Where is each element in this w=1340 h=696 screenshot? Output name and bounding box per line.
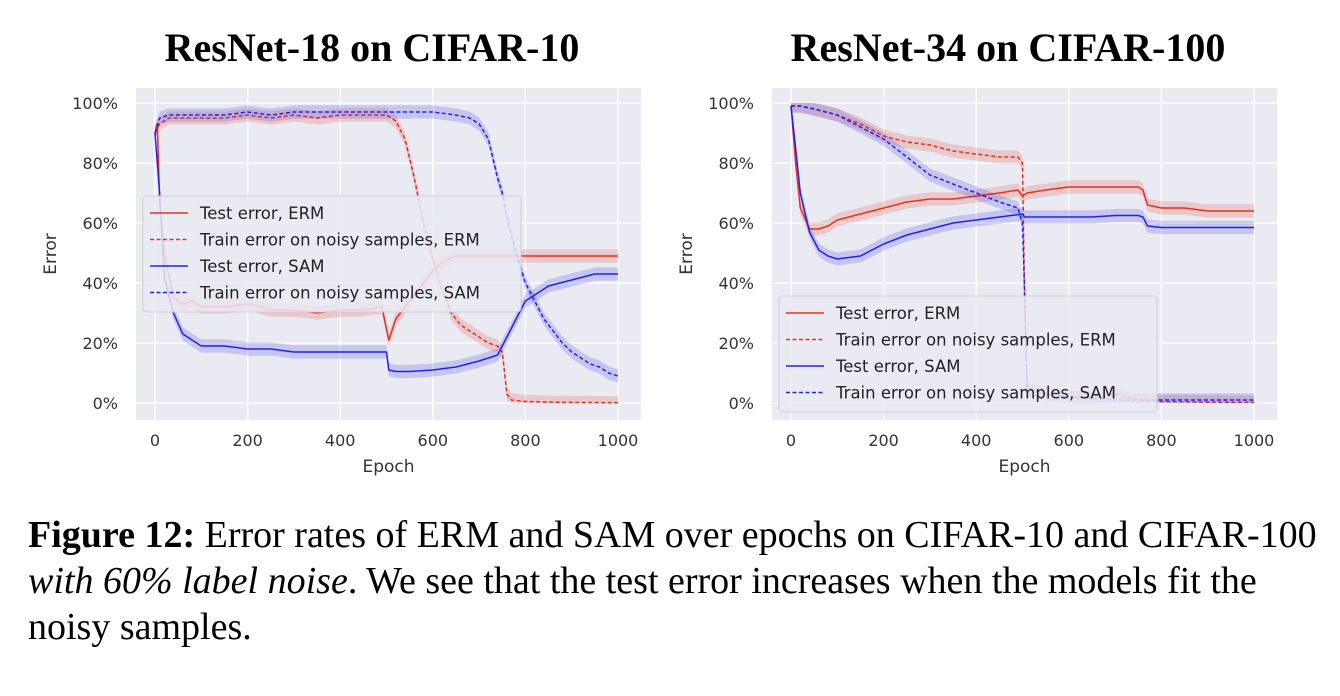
c1-y-axis-label: Error (677, 233, 697, 274)
c0-legend-label-1: Train error on noisy samples, ERM (199, 231, 480, 250)
c1-x-axis-label: Epoch (998, 457, 1050, 477)
c0-legend-label-0: Test error, ERM (199, 204, 324, 223)
c1-series-2-line (790, 105, 1254, 260)
chart-right: 0 200 400 600 800 1000 0% 20% 40% 60% 80% 100% Epoch… (677, 88, 1277, 477)
chart-title-right: ResNet-34 on CIFAR-100 (790, 25, 1226, 70)
c0-y-tick-label: 60% (82, 214, 118, 233)
c1-series-0-line (790, 105, 1254, 230)
c0-x-tick-label: 600 (418, 431, 449, 450)
c0-y-tick-label: 80% (82, 154, 118, 173)
caption-text-2: . We see that the test error increases w… (28, 560, 1257, 648)
c0-x-tick-label: 1000 (598, 431, 639, 450)
c1-y-tick-label: 20% (718, 334, 754, 353)
c1-y-tick-label: 40% (718, 274, 754, 293)
c1-x-tick-label: 800 (1146, 431, 1177, 450)
c0-x-tick-label: 400 (325, 431, 356, 450)
c0-y-tick-label: 20% (82, 334, 118, 353)
c1-legend-label-2: Test error, SAM (835, 357, 960, 376)
c1-x-tick-label: 0 (786, 431, 796, 450)
figure-caption: Figure 12: Error rates of ERM and SAM ov… (28, 512, 1318, 650)
c0-y-tick-label: 40% (82, 274, 118, 293)
c1-legend-label-1: Train error on noisy samples, ERM (835, 331, 1116, 350)
c1-x-tick-label: 600 (1054, 431, 1085, 450)
c0-x-tick-label: 200 (232, 431, 263, 450)
c1-legend-box (778, 295, 1158, 413)
caption-italic: with 60% label noise (28, 560, 348, 602)
c0-y-tick-label: 100% (72, 94, 118, 113)
c1-y-tick-label: 60% (718, 214, 754, 233)
c0-y-axis-label: Error (41, 233, 61, 274)
c1-y-tick-label: 80% (718, 154, 754, 173)
chart-left: 0 200 400 600 800 1000 0% 20% 40% 60% 80% 100% Epoch… (41, 88, 641, 477)
c1-x-tick-label: 200 (868, 431, 899, 450)
c0-y-tick-label: 0% (93, 394, 118, 413)
c0-legend-label-3: Train error on noisy samples, SAM (199, 284, 480, 303)
c0-legend-label-2: Test error, SAM (199, 257, 324, 276)
c0-series-3-band (155, 105, 618, 383)
c1-x-tick-label: 400 (961, 431, 992, 450)
c0-series-3-line (154, 111, 619, 377)
c0-legend-box (142, 195, 522, 313)
c1-y-tick-label: 100% (708, 94, 754, 113)
c0-x-tick-label: 800 (510, 431, 541, 450)
c0-series-2-line (154, 132, 618, 373)
c0-x-tick-label: 0 (150, 431, 160, 450)
c1-y-tick-label: 0% (729, 394, 754, 413)
c0-x-axis-label: Epoch (362, 457, 414, 477)
chart-title-left: ResNet-18 on CIFAR-10 (164, 25, 580, 70)
caption-label: Figure 12: (28, 514, 196, 556)
c1-legend-label-3: Train error on noisy samples, SAM (835, 384, 1116, 403)
caption-text-1: Error rates of ERM and SAM over epochs o… (195, 514, 1317, 556)
c1-legend-label-0: Test error, ERM (835, 304, 960, 323)
c1-x-tick-label: 1000 (1234, 431, 1275, 450)
